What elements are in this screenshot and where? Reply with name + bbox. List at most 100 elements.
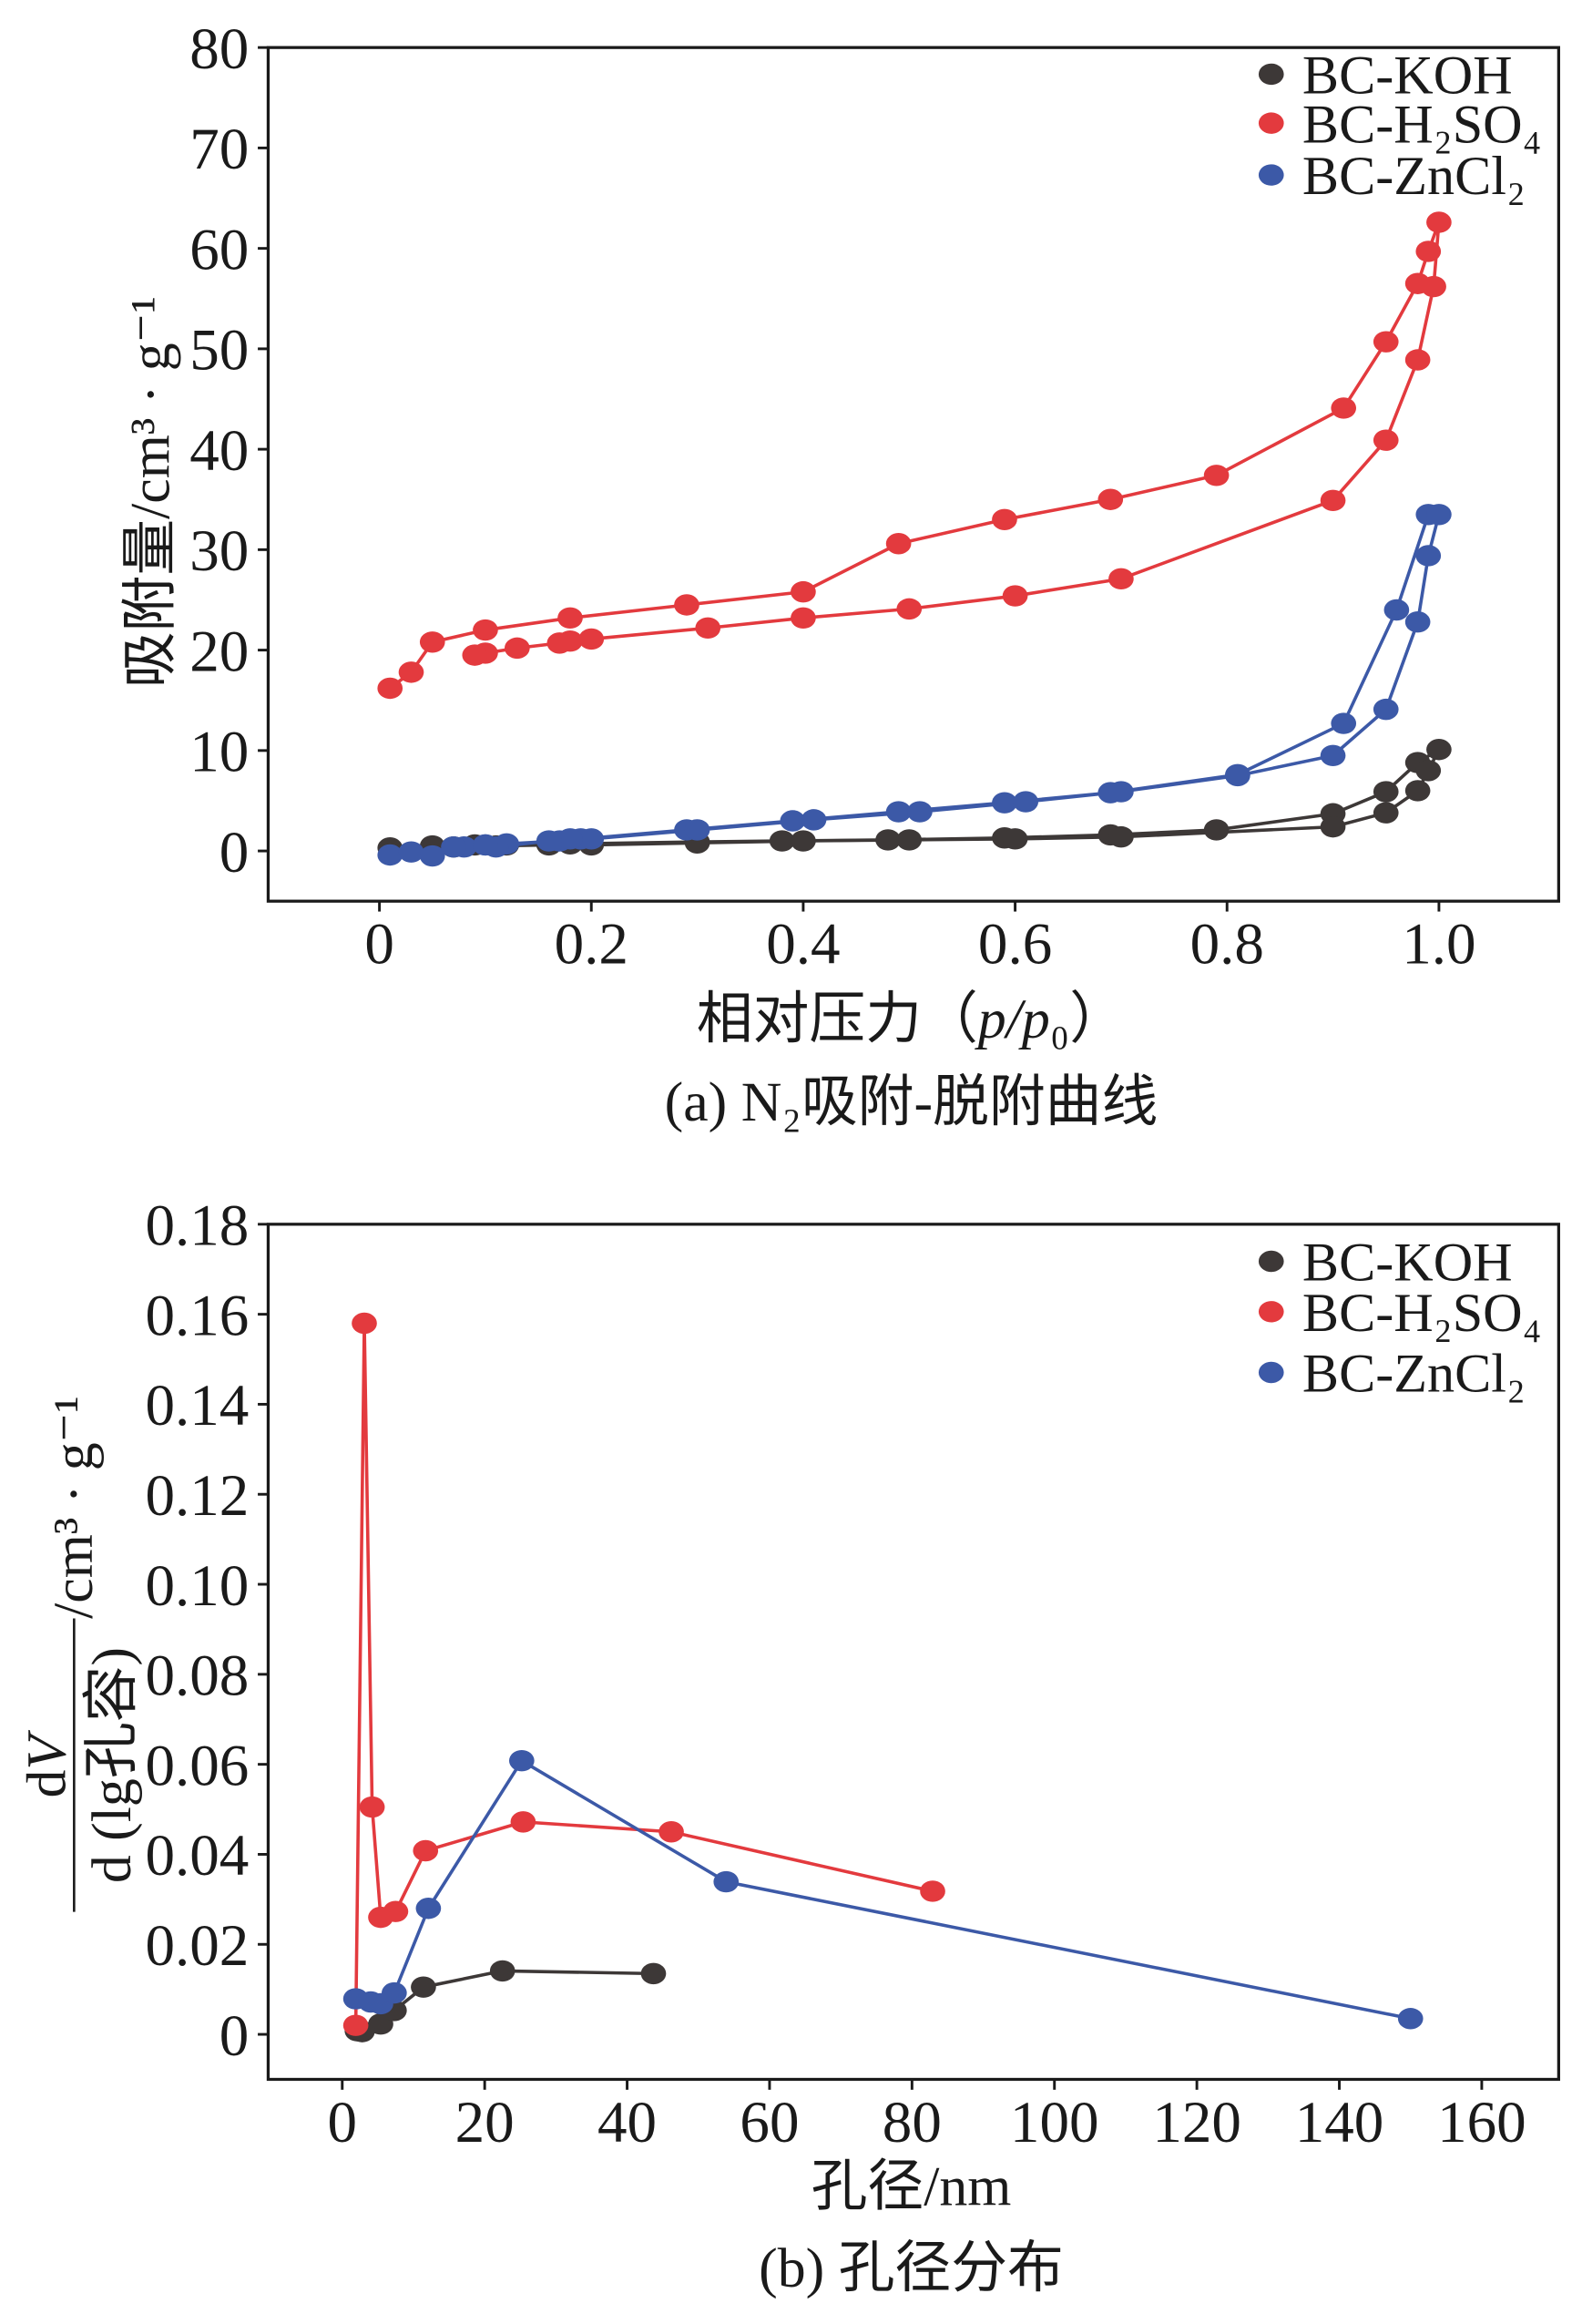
y-tick-label: 80	[189, 16, 249, 82]
chart-b-pore-distribution: 0 0.02 0.04 0.06 0.08 0.10 0.12 0.14 0.16 0.18 0 20…	[16, 1193, 1560, 2299]
data-point-bc-koh	[1108, 825, 1134, 848]
data-point-bc-h2so4	[1331, 397, 1357, 419]
data-point-bc-zncl2	[1404, 611, 1431, 633]
legend-marker-bc-zncl2	[1258, 164, 1284, 186]
x-tick-label: 1.0	[1402, 912, 1475, 978]
data-point-bc-h2so4	[504, 637, 530, 660]
data-point-bc-zncl2	[1426, 504, 1452, 526]
legend-label-bc-zncl2: BC-ZnCl₂	[1302, 1344, 1526, 1405]
data-point-bc-h2so4	[896, 598, 923, 620]
data-point-bc-koh	[1373, 802, 1399, 824]
data-point-bc-zncl2	[1383, 599, 1410, 621]
data-point-bc-zncl2	[398, 841, 424, 863]
data-point-bc-zncl2	[578, 828, 605, 850]
data-point-bc-koh	[896, 829, 923, 851]
y-tick-label: 0.06	[145, 1733, 249, 1798]
data-point-bc-zncl2	[992, 792, 1017, 814]
data-point-bc-h2so4	[674, 594, 699, 616]
series-line-bc-h2so4-adsorption	[389, 221, 1441, 690]
x-tick-label: 20	[455, 2090, 515, 2155]
data-point-bc-zncl2	[801, 809, 827, 831]
series-line-bc-h2so4-desorption	[474, 221, 1441, 657]
data-point-bc-h2so4	[473, 619, 498, 641]
y-tick-label: 20	[189, 619, 249, 684]
y-tick-label: 50	[189, 318, 249, 384]
x-tick-label: 100	[1010, 2090, 1099, 2155]
data-point-bc-h2so4	[1002, 585, 1028, 607]
data-point-bc-koh	[1203, 819, 1230, 841]
data-point-bc-zncl2	[557, 828, 583, 850]
legend-marker-bc-h2so4	[1258, 1301, 1284, 1323]
data-point-bc-h2so4	[359, 1796, 385, 1818]
data-point-bc-zncl2	[473, 834, 498, 856]
data-point-bc-zncl2	[780, 810, 806, 832]
data-point-bc-zncl2	[508, 1749, 535, 1772]
series-line-bc-zncl2-desorption	[453, 512, 1441, 849]
legend-marker-bc-h2so4	[1258, 112, 1284, 134]
x-tick-label: 0.2	[555, 912, 628, 978]
data-point-bc-h2so4	[383, 1900, 409, 1922]
legend-marker-bc-zncl2	[1258, 1361, 1284, 1384]
data-point-bc-h2so4	[342, 2014, 369, 2036]
series-line-bc-zncl2	[355, 1758, 1412, 2021]
data-point-bc-zncl2	[907, 801, 933, 823]
data-point-bc-zncl2	[684, 819, 710, 841]
data-point-bc-zncl2	[1415, 545, 1442, 567]
y-tick-label: 30	[189, 518, 249, 584]
y-axis-title-denominator: d (lg孔容)	[81, 1647, 143, 1883]
x-tick-label: 120	[1152, 2090, 1241, 2155]
axes-b: 0 0.02 0.04 0.06 0.08 0.10 0.12 0.14 0.16 0.18 0 20…	[145, 1193, 1526, 2155]
data-point-bc-zncl2	[1397, 2008, 1424, 2030]
x-axis-title: 相对压力（p/p₀）	[697, 988, 1126, 1050]
legend-label-bc-h2so4: BC-H₂SO₄	[1302, 1283, 1542, 1344]
data-point-bc-zncl2	[1013, 791, 1039, 813]
series-bc-zncl2	[342, 1749, 1424, 2030]
data-point-bc-zncl2	[377, 844, 403, 866]
data-point-bc-h2so4	[791, 607, 816, 630]
legend-label-bc-koh: BC-KOH	[1302, 1233, 1513, 1294]
data-point-bc-koh	[791, 830, 816, 852]
data-point-bc-h2so4	[920, 1880, 945, 1902]
data-point-bc-zncl2	[1225, 764, 1250, 787]
data-point-bc-h2so4	[1097, 488, 1124, 510]
data-point-bc-koh	[1373, 781, 1399, 803]
data-point-bc-h2so4	[658, 1821, 684, 1843]
data-point-bc-koh	[875, 829, 901, 851]
y-tick-label: 60	[189, 217, 249, 282]
data-point-bc-h2so4	[791, 580, 816, 603]
data-point-bc-koh	[1415, 760, 1442, 782]
data-point-bc-h2so4	[398, 661, 424, 683]
plot-frame	[266, 1223, 1560, 2082]
y-tick-label: 0.04	[145, 1823, 249, 1889]
legend-label-bc-zncl2: BC-ZnCl₂	[1302, 146, 1526, 207]
series-line-bc-h2so4	[353, 1321, 934, 2026]
data-point-bc-h2so4	[578, 628, 605, 650]
x-tick-label: 0	[328, 2090, 358, 2155]
data-point-bc-h2so4	[419, 631, 445, 653]
legend-label-bc-koh: BC-KOH	[1302, 46, 1513, 107]
data-point-bc-koh	[489, 1960, 515, 1982]
data-point-bc-h2so4	[1373, 331, 1399, 353]
data-point-bc-zncl2	[1331, 712, 1357, 734]
data-point-bc-h2so4	[1421, 275, 1446, 298]
x-tick-label: 0	[364, 912, 394, 978]
data-point-bc-h2so4	[546, 632, 573, 654]
data-point-bc-h2so4	[462, 644, 488, 666]
plot-series-a	[377, 211, 1452, 867]
figure-caption: (b) 孔径分布	[759, 2237, 1064, 2299]
x-tick-label: 140	[1295, 2090, 1384, 2155]
y-tick-label: 0.12	[145, 1463, 249, 1529]
data-point-bc-h2so4	[557, 607, 583, 630]
series-line-bc-zncl2-adsorption	[389, 514, 1430, 858]
data-point-bc-zncl2	[1373, 698, 1399, 721]
data-point-bc-h2so4	[352, 1312, 377, 1335]
figure-caption: (a) N₂吸附-脱附曲线	[665, 1071, 1159, 1133]
series-bc-zncl2	[377, 504, 1452, 867]
y-axis-title: dV d (lg孔容) /cm³ · g⁻¹	[16, 1396, 143, 1912]
data-point-bc-koh	[769, 830, 795, 852]
y-tick-label: 0	[219, 820, 250, 886]
x-axis-title: 孔径/nm	[812, 2156, 1012, 2218]
data-point-bc-zncl2	[536, 830, 562, 852]
